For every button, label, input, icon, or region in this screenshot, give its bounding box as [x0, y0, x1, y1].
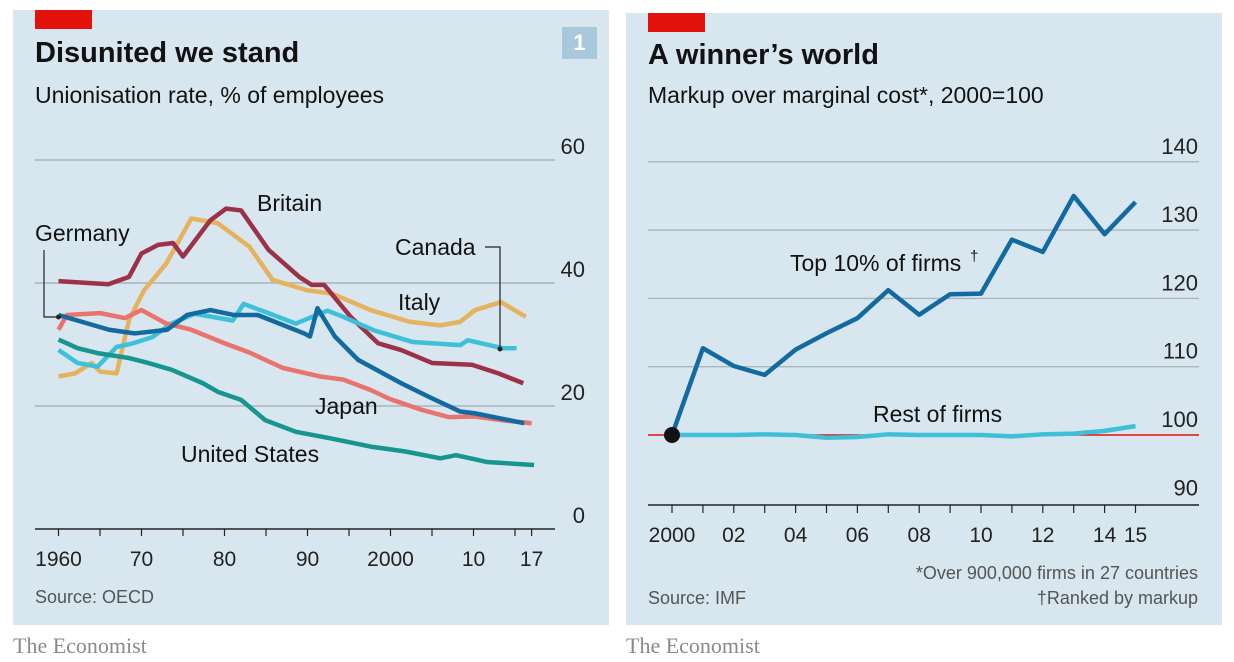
- footnote: †Ranked by markup: [1037, 588, 1198, 608]
- chart-subtitle: Markup over marginal cost*, 2000=100: [648, 82, 1044, 108]
- y-tick-label: 90: [1174, 475, 1198, 500]
- y-tick-label: 130: [1161, 202, 1198, 227]
- source-note: Source: IMF: [648, 588, 746, 608]
- red-accent-bar: [648, 13, 705, 32]
- x-tick-label: 17: [520, 548, 543, 571]
- series-line-canada: [57, 301, 517, 369]
- markup-chart-panel: A winner’s world Markup over marginal co…: [626, 13, 1222, 625]
- x-tick-label: 90: [296, 548, 319, 571]
- series-label-footnote-mark: †: [970, 248, 978, 265]
- x-tick-label: 02: [722, 524, 745, 547]
- x-tick-label: 80: [213, 548, 236, 571]
- series-line-germany: [57, 305, 525, 426]
- x-tick-label: 12: [1031, 524, 1054, 547]
- x-tick-label: 1960: [35, 548, 82, 571]
- x-tick-label: 2000: [367, 548, 414, 571]
- series-label: Japan: [315, 393, 378, 419]
- chart-subtitle: Unionisation rate, % of employees: [35, 82, 385, 108]
- x-tick-label: 08: [908, 524, 931, 547]
- series-line-united-states: [57, 337, 535, 468]
- y-tick-label: 110: [1163, 339, 1198, 364]
- y-tick-label: 120: [1161, 270, 1198, 295]
- y-tick-label: 100: [1161, 407, 1198, 432]
- y-tick-label: 20: [561, 380, 585, 405]
- start-point-marker: [664, 427, 680, 443]
- y-tick-label: 140: [1161, 134, 1198, 159]
- brand-logo-text: The Economist: [13, 633, 147, 658]
- x-tick-label: 10: [462, 548, 485, 571]
- x-tick-label: 15: [1124, 524, 1147, 547]
- x-tick-label: 04: [784, 524, 808, 547]
- germany-leader-line: [43, 250, 58, 318]
- source-note: Source: OECD: [35, 587, 154, 607]
- x-tick-label: 70: [130, 548, 153, 571]
- chart-number-badge: 1: [562, 27, 597, 59]
- series-line-britain: [58, 206, 525, 386]
- chart-title: A winner’s world: [648, 39, 879, 71]
- brand-logo-text: The Economist: [626, 633, 760, 658]
- canada-marker: [497, 346, 503, 352]
- germany-marker: [56, 314, 61, 320]
- x-tick-label: 06: [846, 524, 869, 547]
- footnote: *Over 900,000 firms in 27 countries: [916, 563, 1198, 583]
- y-tick-label: 0: [573, 503, 585, 528]
- series-label: Italy: [398, 289, 441, 315]
- series-line-top-10--of-firms: [669, 193, 1138, 436]
- series-label: Germany: [35, 220, 130, 246]
- series-label: Top 10% of firms: [790, 250, 961, 276]
- red-accent-bar: [35, 10, 92, 29]
- canada-leader-line: [485, 246, 501, 349]
- series-label: United States: [181, 441, 319, 467]
- series-line-japan: [56, 307, 532, 426]
- series-line-italy: [58, 216, 527, 379]
- series-label: Britain: [257, 190, 322, 216]
- series-label: Rest of firms: [873, 401, 1002, 427]
- x-tick-label: 14: [1093, 524, 1117, 547]
- series-label: Canada: [395, 234, 476, 260]
- y-tick-label: 40: [561, 257, 585, 282]
- y-tick-label: 60: [561, 134, 585, 159]
- chart-title: Disunited we stand: [35, 37, 300, 69]
- x-tick-label: 2000: [649, 524, 696, 547]
- series-line-rest-of-firms: [672, 423, 1136, 440]
- x-tick-label: 10: [969, 524, 992, 547]
